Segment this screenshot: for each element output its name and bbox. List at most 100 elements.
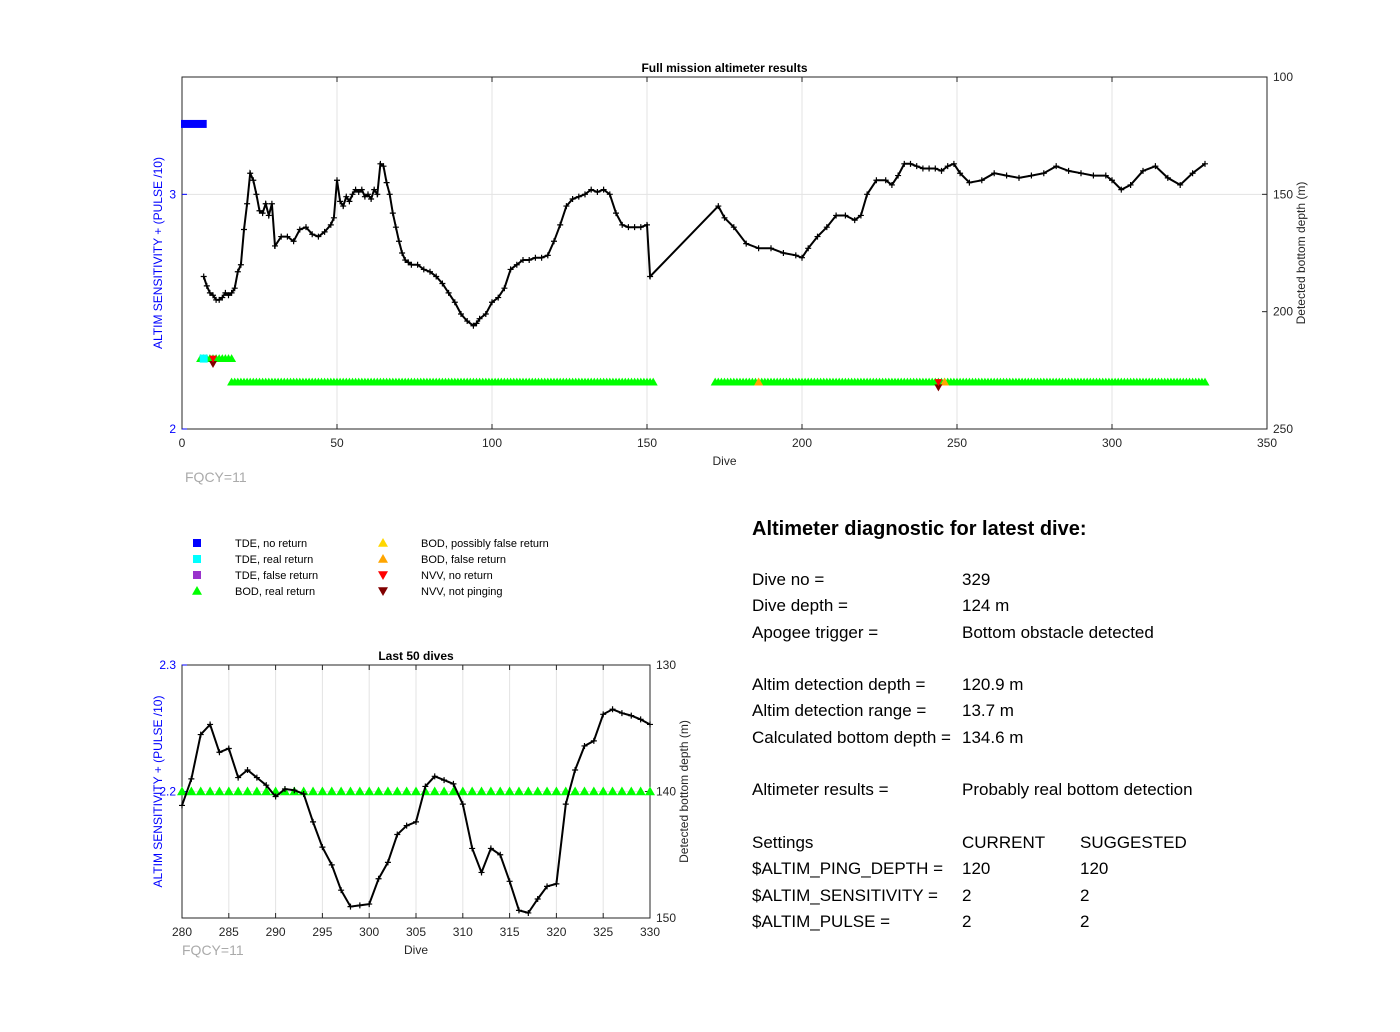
tde-no-return-marker xyxy=(181,119,207,128)
bottom-depth-point xyxy=(575,193,582,200)
bottom-depth-point xyxy=(563,203,570,210)
bod-real-return-marker xyxy=(251,786,262,796)
bottom-depth-point xyxy=(327,221,334,228)
bottom-depth-point xyxy=(179,802,185,809)
dive-depth-label: Dive depth = xyxy=(752,596,848,616)
bottom-depth-point xyxy=(188,775,195,782)
bottom-depth-point xyxy=(913,163,920,170)
bottom-depth-point xyxy=(895,172,902,179)
bottom-depth-point xyxy=(399,250,406,256)
bod-real-return-marker xyxy=(513,786,524,796)
bottom-depth-point xyxy=(594,188,601,195)
bod-real-return-marker xyxy=(354,786,365,796)
bottom-depth-point xyxy=(1109,177,1115,184)
footnote-fqcy: FQCY=11 xyxy=(182,942,244,958)
bottom-depth-point xyxy=(450,780,457,787)
legend-label: BOD, false return xyxy=(421,554,506,566)
x-tick-label: 315 xyxy=(500,925,520,939)
bottom-depth-point xyxy=(544,252,551,259)
bottom-depth-point xyxy=(366,901,373,908)
calc-depth-value: 134.6 m xyxy=(962,727,1024,747)
bottom-depth-point xyxy=(380,163,387,170)
results-value: Probably real bottom detection xyxy=(962,780,1193,800)
bottom-depth-point xyxy=(459,801,466,808)
ping-depth-row: $ALTIM_PING_DEPTH = 120 120 xyxy=(752,856,1372,882)
x-tick-label: 300 xyxy=(1102,436,1122,450)
bottom-depth-point xyxy=(470,322,477,329)
bottom-depth-point xyxy=(600,186,607,193)
dive-depth-value: 124 m xyxy=(962,596,1010,616)
apogee-row: Apogee trigger = Bottom obstacle detecte… xyxy=(752,620,1372,646)
bod-real-return-marker xyxy=(457,786,468,796)
y-right-axis-label: Detected bottom depth (m) xyxy=(1294,182,1308,325)
bottom-depth-point xyxy=(489,299,495,306)
y-right-tick-label: 100 xyxy=(1273,70,1293,84)
bod-real-return-marker xyxy=(570,786,581,796)
dive-no-value: 329 xyxy=(962,570,991,589)
y-left-tick-label: 2.2 xyxy=(159,785,176,799)
bottom-depth-point xyxy=(1016,174,1022,181)
pulse-label: $ALTIM_PULSE = xyxy=(752,911,891,931)
altim-range-label: Altim detection range = xyxy=(752,701,927,721)
bottom-depth-point xyxy=(525,909,532,916)
bottom-depth-point xyxy=(222,289,229,296)
legend-marker-square xyxy=(193,539,201,547)
bottom-depth-point xyxy=(405,259,412,266)
bod-real-return-marker xyxy=(504,786,515,796)
legend-marker-triangle-up xyxy=(378,538,388,547)
bottom-depth-point xyxy=(478,869,485,876)
apogee-value: Bottom obstacle detected xyxy=(962,622,1154,642)
bottom-depth-point xyxy=(374,191,381,198)
bod-real-return-marker xyxy=(227,354,237,362)
y-right-tick-label: 150 xyxy=(656,911,676,925)
bottom-depth-point xyxy=(780,250,787,256)
bottom-depth-point xyxy=(445,289,452,296)
bottom-depth-point xyxy=(200,273,207,280)
pulse-suggested: 2 xyxy=(1080,911,1090,931)
bottom-depth-point xyxy=(284,233,291,240)
plot-frame xyxy=(181,76,1268,430)
bottom-depth-point xyxy=(259,210,266,217)
suggested-label: SUGGESTED xyxy=(1080,832,1187,852)
bottom-depth-point xyxy=(507,266,514,273)
calc-depth-row: Calculated bottom depth = 134.6 m xyxy=(752,725,1372,751)
x-tick-label: 280 xyxy=(172,925,192,939)
x-tick-label: 50 xyxy=(330,436,344,450)
bottom-depth-point xyxy=(637,224,644,231)
bottom-depth-point xyxy=(451,299,458,306)
diagnostic-title: Altimeter diagnostic for latest dive: xyxy=(752,518,1087,540)
bottom-depth-point xyxy=(1028,172,1035,179)
bottom-depth-point xyxy=(823,224,830,231)
bottom-depth-point xyxy=(349,191,356,198)
bod-real-return-marker xyxy=(626,786,637,796)
bod-real-return-marker xyxy=(382,786,393,796)
sensitivity-current: 2 xyxy=(962,885,972,905)
bottom-depth-point xyxy=(296,226,303,233)
y-left-tick-label: 2 xyxy=(169,422,176,436)
nvv-no-return-marker xyxy=(934,379,943,387)
bottom-depth-point xyxy=(310,818,317,825)
bottom-depth-point xyxy=(619,221,626,228)
bod-real-return-marker xyxy=(411,786,421,796)
dive-no-row: Dive no = 329 xyxy=(752,567,1372,593)
bod-real-return-marker xyxy=(588,786,599,796)
bottom-depth-point xyxy=(414,261,421,268)
bottom-depth-point xyxy=(1152,163,1159,170)
legend-marker-square xyxy=(193,571,201,579)
bod-false-return-marker xyxy=(754,377,764,386)
results-row: Altimeter results = Probably real bottom… xyxy=(752,777,1372,803)
bod-false-return-marker xyxy=(940,377,950,386)
bottom-depth-point xyxy=(431,773,438,780)
bottom-depth-point xyxy=(272,242,278,249)
bod-real-return-marker xyxy=(485,786,496,796)
dive-depth-row: Dive depth = 124 m xyxy=(752,593,1372,619)
bottom-depth-point xyxy=(321,228,328,235)
bottom-depth-point xyxy=(228,289,235,296)
nvv-no-return-marker xyxy=(209,355,217,363)
bod-real-return-marker xyxy=(205,786,216,796)
bottom-depth-point xyxy=(377,160,384,167)
dive-no-label: Dive no = xyxy=(752,570,825,589)
bottom-depth-point xyxy=(1078,170,1084,177)
bod-real-return-marker xyxy=(401,786,412,796)
x-axis-label: Dive xyxy=(712,454,736,468)
